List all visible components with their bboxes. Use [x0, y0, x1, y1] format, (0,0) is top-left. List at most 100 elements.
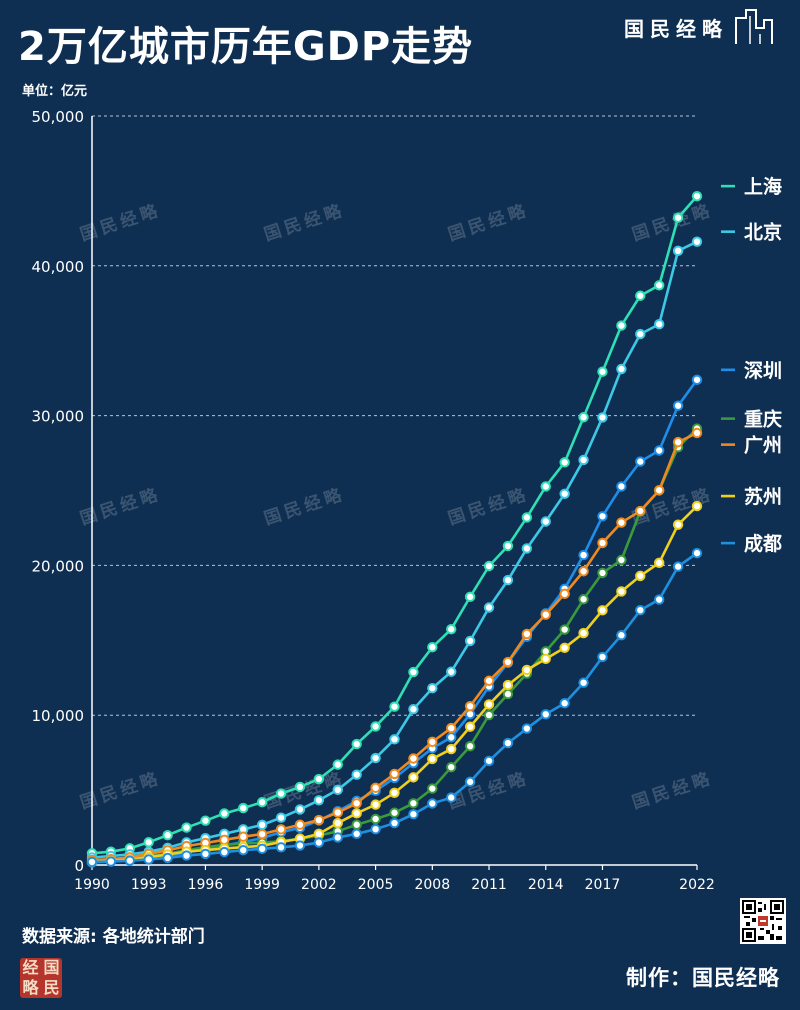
data-point [691, 190, 703, 202]
series-重庆 [86, 423, 703, 866]
data-point [464, 591, 476, 603]
y-tick-label: 50,000 [32, 108, 85, 126]
data-point [275, 788, 287, 799]
data-point [219, 834, 230, 846]
data-point [181, 822, 192, 833]
page-title: 2万亿城市历年GDP走势 [18, 24, 474, 70]
data-point [408, 704, 419, 715]
data-point [370, 799, 381, 810]
data-point [616, 586, 627, 597]
data-point [256, 843, 268, 855]
data-point [672, 212, 684, 223]
data-point [521, 512, 533, 523]
data-point [370, 752, 381, 764]
data-point [427, 683, 438, 694]
data-point [408, 666, 419, 678]
y-tick-label: 30,000 [32, 408, 85, 426]
data-point [616, 517, 627, 528]
data-point [162, 852, 173, 864]
data-point [408, 772, 419, 783]
data-point [313, 828, 325, 840]
data-point [540, 516, 551, 527]
data-point [427, 798, 438, 809]
x-tick-label: 1999 [244, 877, 280, 893]
seal-char: 民 [43, 978, 60, 997]
data-point [446, 722, 457, 734]
data-point [578, 627, 589, 639]
data-point [219, 846, 230, 858]
data-point [275, 842, 287, 853]
legend-label: 成都 [744, 532, 782, 555]
data-point [446, 732, 457, 743]
series-上海 [86, 190, 703, 859]
data-point [578, 412, 589, 423]
data-point [389, 734, 400, 745]
data-point [635, 456, 646, 467]
data-point [200, 815, 211, 826]
x-tick-label: 2017 [585, 877, 621, 893]
y-tick-label: 0 [74, 857, 84, 875]
x-tick-label: 2014 [528, 877, 564, 893]
series-成都 [86, 547, 703, 868]
data-point [672, 245, 684, 257]
data-point [427, 641, 438, 653]
data-point [559, 698, 570, 709]
data-point [332, 807, 343, 818]
data-point [635, 505, 646, 517]
data-point [446, 761, 457, 773]
data-point [502, 656, 514, 668]
data-point [483, 602, 495, 613]
data-point [332, 817, 343, 829]
series-北京 [86, 236, 703, 863]
data-point [389, 768, 400, 780]
data-point [559, 457, 570, 468]
data-point [578, 566, 589, 577]
data-point [597, 537, 608, 549]
data-point [389, 787, 400, 798]
x-tick-label: 2008 [414, 877, 450, 893]
data-point [559, 642, 570, 653]
data-point [597, 412, 608, 423]
data-point [464, 741, 476, 752]
data-point [105, 856, 117, 867]
data-point [653, 594, 665, 605]
skyline-icon [735, 9, 773, 44]
data-point [427, 736, 438, 748]
data-point [464, 635, 476, 647]
data-point [351, 769, 362, 780]
data-point [294, 804, 306, 815]
data-point [370, 782, 381, 794]
data-point [464, 701, 476, 712]
x-tick-label: 2022 [679, 877, 715, 893]
y-tick-label: 20,000 [32, 557, 85, 575]
x-tick-label: 1993 [131, 877, 167, 893]
data-point [597, 605, 608, 616]
data-point [653, 485, 665, 496]
data-point [389, 817, 400, 829]
data-point [691, 374, 703, 385]
data-point [653, 557, 665, 569]
data-point [143, 854, 154, 865]
data-point [370, 823, 381, 835]
data-point [597, 651, 608, 663]
data-point [275, 824, 287, 835]
data-point [616, 630, 627, 641]
legend-label: 北京 [744, 221, 782, 244]
data-point [446, 666, 457, 677]
data-point [256, 828, 268, 840]
data-point [597, 567, 608, 579]
data-point [351, 828, 362, 840]
data-point [219, 808, 230, 819]
legend-label: 深圳 [744, 359, 782, 382]
data-point [464, 721, 476, 732]
data-point [483, 699, 495, 710]
data-point [238, 802, 249, 814]
data-point [256, 797, 268, 808]
data-point [578, 549, 589, 561]
data-point [635, 328, 646, 340]
unit-label: 单位：亿元 [22, 84, 88, 99]
data-point [653, 280, 665, 291]
data-point [275, 812, 287, 823]
data-point [578, 594, 589, 605]
data-point [616, 320, 627, 331]
